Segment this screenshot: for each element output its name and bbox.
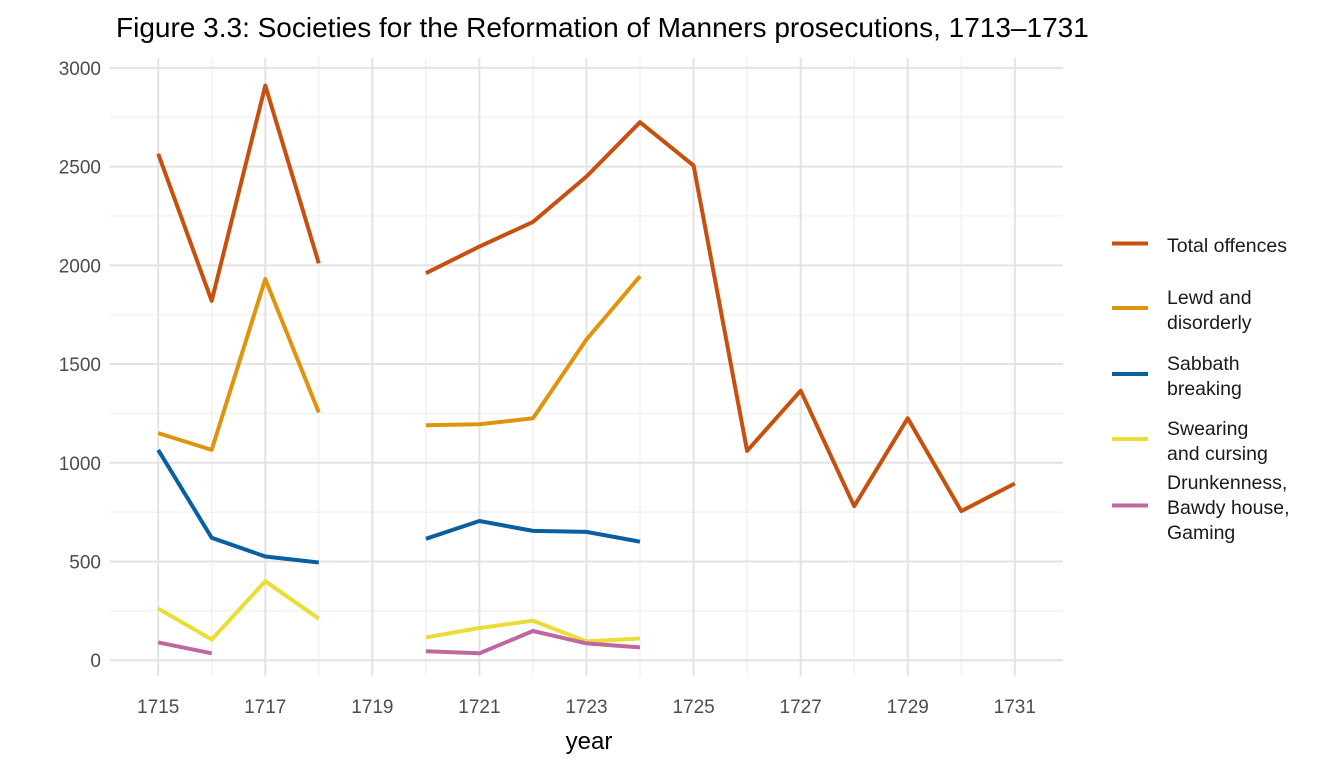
- series-line-lewd: [157, 274, 642, 452]
- grid-layer: [110, 58, 1063, 676]
- legend-label-drunk: Bawdy house,: [1167, 497, 1290, 519]
- tick-labels: 0 500 1000 1500 2000 2500 3000 1715 1717 1719 1721…: [59, 59, 1036, 718]
- x-tick-label: 1731: [994, 697, 1036, 718]
- x-tick-label: 1715: [137, 697, 179, 718]
- series-lines: [156, 83, 1016, 656]
- y-tick-label: 3000: [59, 59, 101, 80]
- x-tick-label: 1725: [672, 697, 714, 718]
- legend: Total offences Lewd and disorderly Sabbath b…: [1112, 235, 1290, 544]
- x-tick-label: 1717: [244, 697, 286, 718]
- series-line-total: [156, 83, 1016, 514]
- legend-label-lewd: Lewd and: [1167, 287, 1252, 309]
- x-tick-label: 1721: [458, 697, 500, 718]
- y-tick-label: 2000: [59, 256, 101, 277]
- legend-label-sabbath: breaking: [1167, 378, 1242, 400]
- y-tick-label: 2500: [59, 158, 101, 179]
- x-tick-label: 1729: [887, 697, 929, 718]
- legend-label-sabbath: Sabbath: [1167, 353, 1240, 375]
- x-tick-label: 1727: [780, 697, 822, 718]
- y-tick-label: 1500: [59, 355, 101, 376]
- legend-label-total: Total offences: [1167, 235, 1287, 257]
- y-tick-label: 500: [69, 552, 101, 573]
- legend-label-swearing: and cursing: [1167, 443, 1268, 465]
- x-tick-label: 1723: [565, 697, 607, 718]
- legend-label-drunk: Gaming: [1167, 522, 1235, 544]
- y-tick-label: 0: [90, 651, 101, 672]
- legend-label-drunk: Drunkenness,: [1167, 472, 1287, 494]
- x-axis-title: year: [566, 728, 613, 755]
- legend-label-swearing: Swearing: [1167, 418, 1248, 440]
- y-tick-label: 1000: [59, 454, 101, 475]
- series-line-sabbath: [156, 448, 641, 565]
- chart-title: Figure 3.3: Societies for the Reformatio…: [116, 12, 1089, 43]
- series-line-drunk: [157, 629, 641, 656]
- legend-label-lewd: disorderly: [1167, 312, 1252, 334]
- x-tick-label: 1719: [351, 697, 393, 718]
- series-line-swearing: [157, 579, 641, 644]
